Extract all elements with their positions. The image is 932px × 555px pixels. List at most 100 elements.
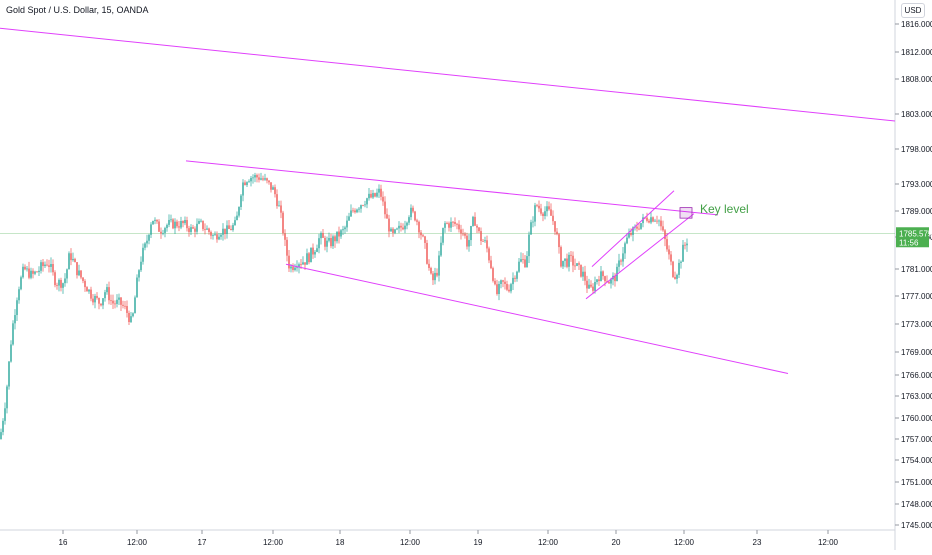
candle-body [442,227,444,243]
candle-body [398,225,400,229]
candle-body [636,226,638,229]
key-level-annotation: Key level [700,202,749,216]
candle-body [64,278,66,284]
candle-body [402,227,404,230]
candle-body [582,271,584,277]
candle-body [520,259,522,262]
candle-body [552,215,554,222]
candle-body [6,386,8,409]
candle-body [370,193,372,198]
candle-body [542,213,544,217]
candle-body [302,262,304,265]
candle-body [476,225,478,228]
candle-body [222,228,224,235]
candle-body [556,231,558,235]
candle-body [452,221,454,223]
candle-body [154,219,156,221]
candle-body [472,216,474,227]
candle-body [40,262,42,271]
candle-body [76,262,78,276]
candle-body [260,178,262,180]
candle-body [276,194,278,207]
symbol-title[interactable]: Gold Spot / U.S. Dollar, 15, OANDA [6,5,149,15]
candle-body [22,266,24,278]
candle-body [192,227,194,229]
candle-body [676,274,678,279]
candle-body [304,262,306,265]
candle-body [318,238,320,249]
candle-body [588,284,590,289]
y-tick-label: 1812.000 [901,48,932,57]
y-tick-label: 1789.000 [901,207,932,216]
candle-body [518,261,520,272]
candle-body [428,263,430,268]
candle-body [4,408,6,421]
candle-body [138,270,140,278]
y-tick-label: 1793.000 [901,180,932,189]
candle-body [448,223,450,228]
candle-body [614,275,616,282]
candle-body [170,219,172,221]
candle-body [516,271,518,279]
candle-body [494,280,496,285]
candle-body [324,237,326,247]
candle-body [474,216,476,226]
currency-button[interactable]: USD [901,3,925,18]
candle-body [436,272,438,276]
candle-body [42,262,44,267]
candle-body [180,220,182,228]
candle-body [78,270,80,276]
candle-body [594,281,596,291]
trendline-micro-up-bottom [585,213,695,300]
candle-body [92,298,94,303]
candle-body [646,217,648,221]
y-tick-label: 1773.000 [901,320,932,329]
candle-body [278,205,280,207]
candle-body [510,284,512,292]
candle-body [440,242,442,256]
candle-body [488,248,490,261]
candle-body [178,226,180,228]
candle-body [376,192,378,197]
candle-body [228,225,230,229]
candle-body [524,259,526,268]
x-tick-label: 18 [336,538,345,547]
candle-body [122,304,124,306]
candle-body [256,175,258,178]
candle-body [512,277,514,285]
candle-body [368,193,370,199]
candle-body [608,281,610,284]
candle-body [298,264,300,268]
candle-body [468,240,470,247]
candle-body [416,220,418,222]
candle-body [484,240,486,242]
y-tick-label: 1816.000 [901,20,932,29]
candle-body [126,306,128,313]
candle-body [446,223,448,224]
candle-body [128,312,130,323]
candle-body [110,300,112,302]
candle-body [152,220,154,225]
candle-body [640,223,642,229]
candle-body [270,182,272,190]
candle-body [316,248,318,252]
candle-body [250,177,252,182]
candle-body [198,221,200,224]
candle-body [628,233,630,238]
candle-body [56,285,58,286]
candle-body [300,264,302,266]
candle-body [294,267,296,271]
candle-body [116,299,118,304]
candle-body [50,264,52,267]
candle-body [684,244,686,246]
candle-body [544,211,546,217]
candle-body [112,300,114,304]
candle-body [592,286,594,291]
candle-body [164,228,166,233]
candle-body [26,268,28,270]
candle-body [214,234,216,236]
candle-body [46,264,48,266]
candle-body [262,178,264,180]
